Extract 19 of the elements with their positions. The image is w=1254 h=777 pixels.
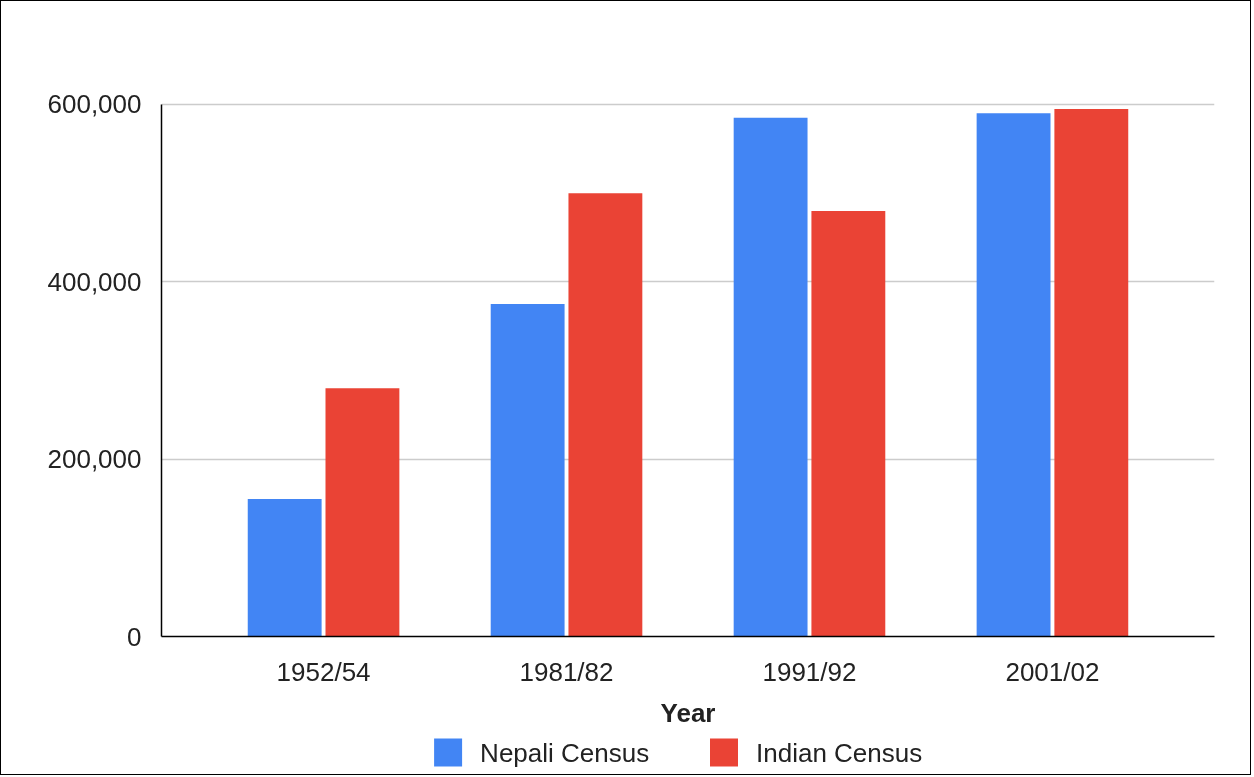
x-tick-label: 2001/02 [1005, 656, 1100, 687]
legend-label: Nepali Census [480, 737, 650, 768]
bar [976, 113, 1051, 637]
x-tick-label: 1991/92 [762, 656, 857, 687]
bar [811, 210, 886, 637]
y-tick-label: 600,000 [47, 89, 142, 120]
bar [568, 193, 643, 637]
bar [733, 117, 808, 637]
legend-label: Indian Census [756, 737, 923, 768]
bar [325, 388, 400, 637]
y-tick-label: 400,000 [47, 266, 142, 297]
bar [490, 304, 565, 637]
x-tick-label: 1981/82 [519, 656, 614, 687]
x-axis-title: Year [660, 697, 716, 728]
y-tick-label: 200,000 [47, 444, 142, 475]
bar [1054, 108, 1129, 637]
x-tick-label: 1952/54 [276, 656, 371, 687]
bar [247, 499, 322, 637]
y-tick-label: 0 [127, 621, 142, 652]
